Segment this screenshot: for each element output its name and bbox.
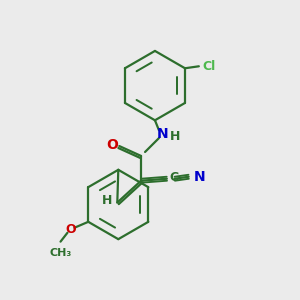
Text: H: H	[169, 130, 180, 142]
Text: C: C	[170, 171, 179, 184]
Text: O: O	[65, 223, 76, 236]
Text: N: N	[194, 170, 205, 184]
Text: H: H	[102, 194, 112, 207]
Text: O: O	[106, 138, 118, 152]
Text: Cl: Cl	[203, 60, 216, 73]
Text: CH₃: CH₃	[50, 248, 72, 258]
Text: N: N	[157, 127, 169, 141]
